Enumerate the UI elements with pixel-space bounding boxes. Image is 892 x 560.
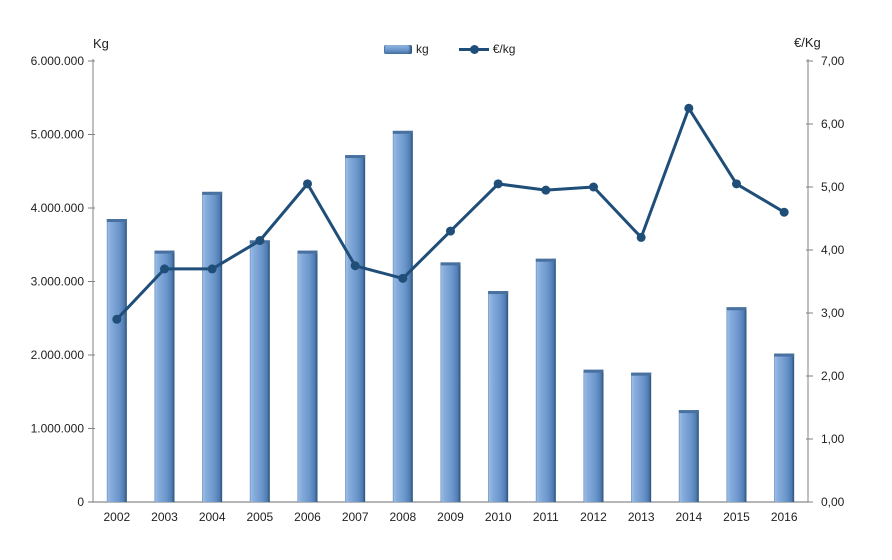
bar-top-cap: [631, 372, 652, 376]
left-axis-tick-label: 6.000.000: [31, 54, 85, 68]
right-axis-tick-label: 3,00: [821, 306, 845, 320]
line-point-2013[interactable]: [636, 232, 646, 242]
bar-top-cap: [678, 410, 699, 414]
left-axis-tick-label: 5.000.000: [31, 128, 85, 142]
left-axis-title: Kg: [93, 36, 109, 51]
bar-2004[interactable]: [202, 191, 223, 502]
legend-label-kg: kg: [416, 42, 429, 56]
legend-label-eur-per-kg: €/kg: [492, 42, 516, 56]
bar-2002[interactable]: [106, 219, 127, 502]
bar-2013[interactable]: [631, 372, 652, 502]
bar-2005[interactable]: [249, 240, 270, 502]
line-point-2006[interactable]: [303, 179, 312, 189]
x-axis-label-2010: 2010: [485, 510, 512, 524]
bar-series-swatch-icon: [384, 44, 412, 54]
bar-2009[interactable]: [440, 262, 461, 502]
x-axis-label-2012: 2012: [580, 510, 607, 524]
right-axis-tick-label: 6,00: [821, 117, 845, 131]
right-axis-tick-label: 4,00: [821, 243, 845, 257]
line-point-2005[interactable]: [255, 236, 265, 246]
line-point-2008[interactable]: [398, 273, 408, 283]
bar-2016[interactable]: [774, 353, 795, 502]
x-axis-label-2004: 2004: [199, 510, 226, 524]
x-axis-label-2015: 2015: [723, 510, 750, 524]
bar-2015[interactable]: [726, 307, 747, 502]
line-point-2002[interactable]: [112, 314, 122, 324]
left-axis-tick-label: 2.000.000: [31, 348, 85, 362]
bar-top-cap: [154, 250, 175, 254]
x-axis-label-2016: 2016: [771, 510, 798, 524]
line-point-2012[interactable]: [589, 182, 598, 192]
legend-item-kg[interactable]: kg: [384, 42, 429, 56]
bar-top-cap: [345, 155, 366, 159]
bar-2003[interactable]: [154, 250, 175, 502]
bar-2006[interactable]: [297, 250, 318, 502]
right-axis-tick-label: 7,00: [821, 54, 845, 68]
right-axis-tick-label: 5,00: [821, 180, 845, 194]
bar-top-cap: [297, 250, 318, 254]
x-axis-label-2013: 2013: [628, 510, 655, 524]
bar-2010[interactable]: [488, 291, 509, 502]
bar-2011[interactable]: [535, 258, 556, 502]
line-point-2009[interactable]: [446, 226, 455, 236]
line-point-2004[interactable]: [207, 264, 217, 274]
line-point-2010[interactable]: [493, 179, 503, 189]
left-axis-tick-label: 0: [77, 495, 84, 509]
bar-2012[interactable]: [583, 369, 604, 502]
line-point-2014[interactable]: [684, 103, 694, 113]
left-axis-tick-label: 3.000.000: [31, 275, 85, 289]
bar-top-cap: [440, 262, 461, 266]
right-axis-tick-label: 1,00: [821, 432, 845, 446]
bar-top-cap: [583, 369, 604, 373]
legend-item-eur-per-kg[interactable]: €/kg: [458, 42, 516, 56]
bar-top-cap: [774, 353, 795, 357]
bar-2008[interactable]: [392, 130, 413, 502]
left-axis-tick-label: 1.000.000: [31, 422, 85, 436]
bar-top-cap: [726, 307, 747, 311]
left-axis-tick-label: 4.000.000: [31, 201, 85, 215]
line-point-2015[interactable]: [732, 179, 741, 189]
x-axis-label-2009: 2009: [437, 510, 464, 524]
x-axis-label-2014: 2014: [675, 510, 702, 524]
bar-top-cap: [535, 258, 556, 262]
line-marker-icon: [469, 44, 479, 54]
x-axis-label-2011: 2011: [533, 510, 559, 524]
line-point-2007[interactable]: [350, 261, 360, 271]
right-axis-tick-label: 2,00: [821, 369, 845, 383]
x-axis-label-2006: 2006: [294, 510, 321, 524]
right-axis-tick-label: 0,00: [821, 495, 845, 509]
x-axis-label-2005: 2005: [246, 510, 273, 524]
bar-2007[interactable]: [345, 155, 366, 502]
legend: kg €/kg: [384, 42, 515, 56]
bar-top-cap: [488, 291, 509, 295]
x-axis-label-2002: 2002: [103, 510, 130, 524]
line-series-swatch-icon: [458, 44, 489, 54]
bar-2014[interactable]: [678, 410, 699, 502]
x-axis-label-2007: 2007: [342, 510, 369, 524]
line-point-2016[interactable]: [779, 207, 789, 217]
line-point-2003[interactable]: [160, 264, 169, 274]
bar-top-cap: [392, 130, 413, 134]
line-point-2011[interactable]: [541, 185, 551, 195]
bar-top-cap: [106, 219, 127, 223]
bar-top-cap: [202, 191, 223, 195]
x-axis-label-2003: 2003: [151, 510, 178, 524]
x-axis-label-2008: 2008: [389, 510, 416, 524]
right-axis-title: €/Kg: [794, 35, 821, 50]
